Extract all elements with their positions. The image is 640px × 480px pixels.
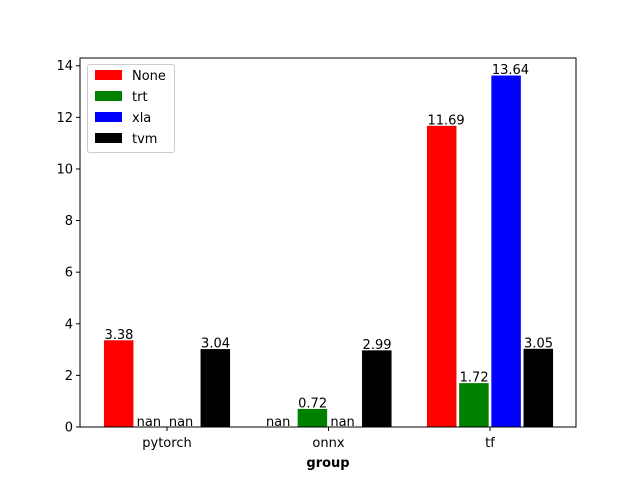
data-label-tf-xla: 13.64 [492, 63, 529, 78]
bar-tf-trt [458, 382, 490, 428]
legend-swatch-trt [95, 91, 122, 101]
y-tick-label: 10 [56, 162, 73, 177]
legend-swatch-xla [95, 112, 122, 122]
data-label-onnx-trt: 0.72 [298, 396, 327, 411]
data-label-pytorch-xla: nan [169, 415, 193, 430]
legend-box [87, 64, 175, 153]
x-axis-title: group [306, 456, 349, 471]
legend-label-trt: trt [132, 90, 148, 105]
bar-tf-None [425, 124, 458, 428]
y-tick-label: 4 [65, 317, 73, 332]
bar-tf-xla [490, 74, 522, 428]
data-label-pytorch-tvm: 3.04 [201, 337, 230, 352]
legend: None trt xla tvm [87, 64, 175, 153]
y-tick-label: 0 [65, 421, 73, 436]
x-tick-label: onnx [312, 436, 344, 451]
y-tick-label: 2 [65, 369, 73, 384]
x-tick-label: pytorch [142, 436, 191, 451]
bars-layer [102, 74, 555, 428]
data-label-onnx-xla: nan [330, 415, 354, 430]
y-tick-label: 6 [65, 266, 73, 281]
x-axis: pytorch onnx tf [142, 427, 495, 451]
bar-pytorch-None [102, 339, 135, 428]
data-label-pytorch-trt: nan [137, 415, 161, 430]
data-label-onnx-tvm: 2.99 [363, 338, 392, 353]
legend-label-None: None [132, 69, 166, 84]
data-label-tf-None: 11.69 [427, 113, 464, 128]
y-tick-label: 14 [56, 59, 73, 74]
legend-label-tvm: tvm [132, 132, 157, 147]
legend-label-xla: xla [132, 111, 151, 126]
x-tick-label: tf [485, 436, 495, 451]
y-axis: 0 2 4 6 8 10 12 14 [56, 59, 80, 436]
bar-onnx-tvm [361, 349, 393, 428]
y-tick-label: 8 [65, 214, 73, 229]
data-label-onnx-None: nan [266, 415, 290, 430]
data-label-pytorch-None: 3.38 [104, 328, 133, 343]
legend-swatch-tvm [95, 133, 122, 143]
bar-tf-tvm [522, 347, 555, 428]
legend-swatch-None [95, 70, 122, 80]
bar-pytorch-tvm [199, 348, 232, 428]
data-label-tf-tvm: 3.05 [524, 336, 553, 351]
y-tick-label: 12 [56, 111, 73, 126]
data-label-tf-trt: 1.72 [460, 371, 489, 386]
